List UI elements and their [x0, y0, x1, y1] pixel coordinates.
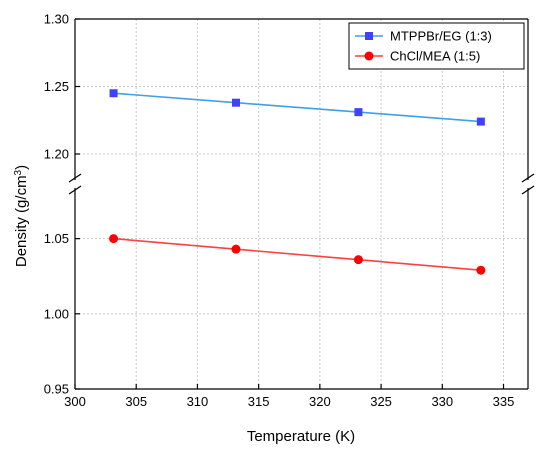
axis-break-mark [521, 173, 535, 183]
data-point-square [109, 89, 118, 98]
grid-lines [75, 19, 528, 389]
legend: MTPPBr/EG (1:3) ChCl/MEA (1:5) [348, 22, 525, 70]
x-tick-label: 330 [431, 394, 453, 409]
x-tick-label: 305 [125, 394, 147, 409]
axis-ticks [74, 18, 505, 390]
legend-marker-circle [364, 51, 374, 61]
legend-marker-square [365, 32, 373, 40]
axis-break-mark [521, 185, 535, 195]
data-point-circle [476, 265, 486, 275]
legend-label: MTPPBr/EG (1:3) [390, 29, 492, 44]
plot-frame [68, 18, 535, 390]
x-tick-label: 320 [309, 394, 331, 409]
data-point-circle [231, 244, 241, 254]
tick-labels: 300 305 310 315 320 325 330 335 1.20 1.25 1.30 0.95… [44, 12, 515, 410]
y-tick-label: 1.00 [44, 306, 69, 321]
data-point-square [476, 117, 485, 126]
y-tick-label: 0.95 [44, 382, 69, 397]
axis-break-mark [68, 185, 82, 195]
axis-break-mark [68, 173, 82, 183]
data-point-circle [353, 255, 363, 265]
y-axis-title: Density (g/cm3) [13, 165, 30, 267]
y-tick-label: 1.20 [44, 147, 69, 162]
y-tick-label: 1.30 [44, 12, 69, 27]
x-tick-label: 310 [187, 394, 209, 409]
y-tick-label: 1.05 [44, 231, 69, 246]
x-axis-title: Temperature (K) [247, 428, 355, 445]
data-series [109, 89, 486, 275]
x-tick-label: 325 [370, 394, 392, 409]
data-point-circle [109, 234, 119, 244]
y-tick-label: 1.25 [44, 79, 69, 94]
x-tick-label: 335 [493, 394, 515, 409]
data-point-square [231, 98, 240, 107]
x-tick-label: 315 [248, 394, 270, 409]
legend-label: ChCl/MEA (1:5) [390, 49, 480, 64]
legend-box [348, 22, 525, 70]
series-line-2 [113, 237, 481, 271]
series-line-1 [113, 92, 481, 123]
x-tick-label: 300 [64, 394, 86, 409]
data-point-square [354, 108, 363, 117]
